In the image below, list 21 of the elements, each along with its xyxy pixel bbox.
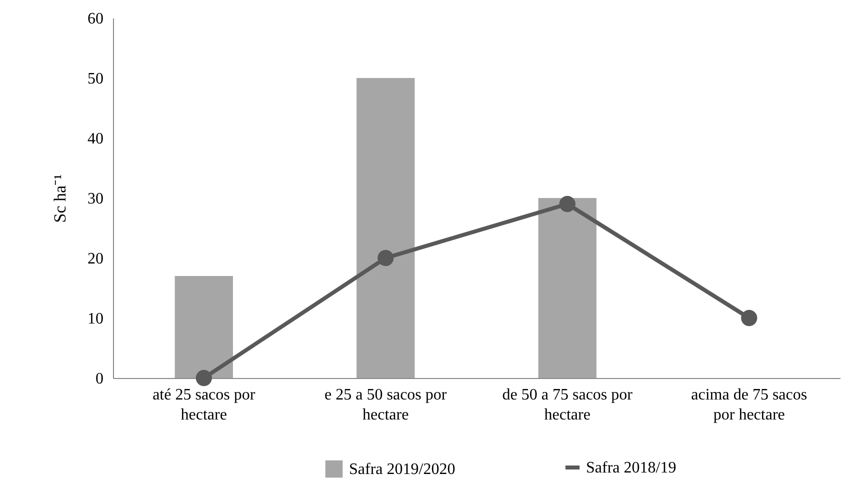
- point: [559, 196, 576, 212]
- point: [378, 250, 394, 266]
- y-tick-label: 20: [88, 250, 104, 268]
- x-tick-label: de 50 a 75 sacos por hectare: [502, 386, 634, 424]
- x-tick-label: acima de 75 sacos por hectare: [691, 386, 808, 424]
- bar: [356, 78, 415, 378]
- x-tick-label: e 25 a 50 sacos por hectare: [324, 386, 448, 424]
- y-tick-label: 40: [88, 130, 104, 148]
- bar: [538, 198, 596, 378]
- y-tick-label: 50: [88, 70, 104, 88]
- point: [741, 310, 758, 326]
- y-tick-label: 30: [88, 190, 104, 208]
- legend-label: Safra 2019/2020: [349, 461, 456, 478]
- x-tick-label: até 25 sacos por hectare: [152, 386, 256, 424]
- y-tick-label: 60: [88, 10, 104, 28]
- y-axis-title: Sc ha⁻¹: [50, 174, 70, 223]
- point: [196, 370, 212, 386]
- y-tick-label: 0: [96, 370, 104, 388]
- bar: [174, 276, 233, 378]
- y-tick-label: 10: [88, 310, 104, 328]
- legend-label: Safra 2018/19: [586, 460, 676, 476]
